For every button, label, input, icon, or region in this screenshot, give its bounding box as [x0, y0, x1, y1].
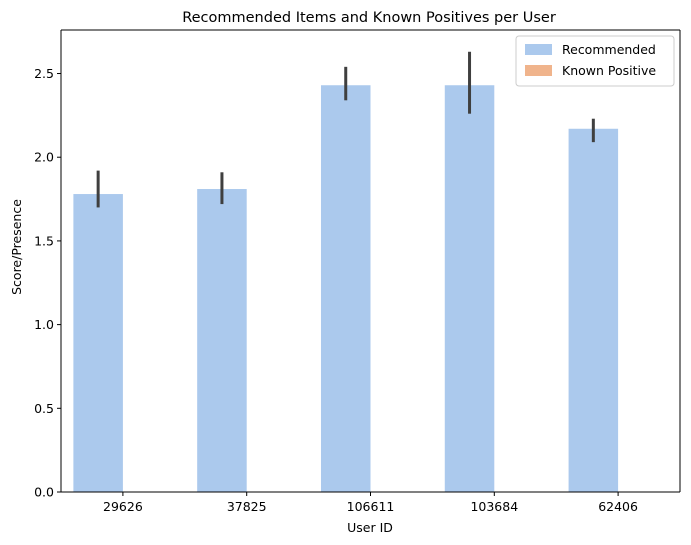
y-tick-label: 1.5 [34, 233, 54, 248]
y-axis-label: Score/Presence [9, 199, 24, 295]
legend-label-recommended: Recommended [562, 42, 656, 57]
legend-swatch-recommended [525, 44, 552, 55]
x-tick-label: 62406 [598, 499, 638, 514]
legend-label-known-positive: Known Positive [562, 63, 656, 78]
legend-swatch-known-positive [525, 65, 552, 76]
bar-recommended-62406 [568, 128, 619, 492]
bars [73, 85, 619, 493]
y-tick-label: 2.0 [34, 150, 54, 165]
y-tick-label: 2.5 [34, 66, 54, 81]
x-tick-label: 106611 [347, 499, 395, 514]
legend-box [515, 35, 675, 87]
y-tick-label: 0.5 [34, 401, 54, 416]
error-bars [96, 51, 595, 208]
legend: Recommended Known Positive [515, 35, 675, 87]
x-tick-label: 29626 [103, 499, 143, 514]
y-tick-label: 1.0 [34, 317, 54, 332]
x-tick-label: 103684 [470, 499, 518, 514]
x-axis-label: User ID [347, 520, 393, 535]
bar-recommended-103684 [444, 85, 495, 492]
axes: 0.0 0.5 1.0 1.5 2.0 2.5 29626 37825 106611 103684… [34, 29, 681, 514]
bar-recommended-106611 [320, 85, 371, 492]
bar-recommended-37825 [197, 189, 247, 493]
x-tick-label: 37825 [227, 499, 267, 514]
bar-recommended-29626 [73, 194, 123, 493]
y-tick-label: 0.0 [34, 485, 54, 500]
chart-title: Recommended Items and Known Positives pe… [182, 10, 556, 26]
